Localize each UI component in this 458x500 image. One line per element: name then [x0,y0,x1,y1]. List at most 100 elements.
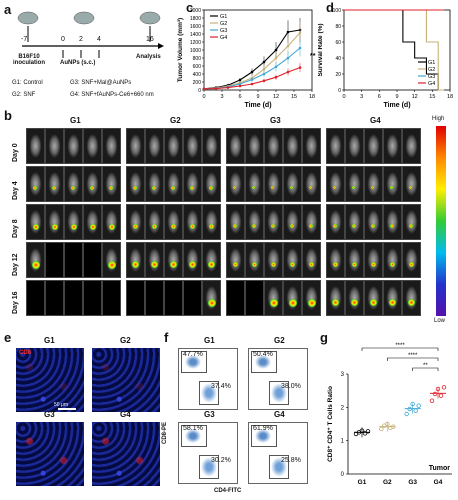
fluorescence-spot [371,224,375,228]
cd4-percentage: 30.2% [211,457,231,464]
mouse-image [283,166,302,202]
fluorescence-spot [332,299,339,306]
fluorescence-spot [409,224,413,228]
mouse-image [45,242,64,278]
fluorescence-spot [308,223,314,229]
mouse-image [83,280,102,316]
y-tick-label: 2 [341,405,345,411]
mouse-image [164,204,183,240]
x-tick-label: 0 [202,94,205,100]
fluorescence-spot [370,299,377,306]
legend-g1: G1: Control [12,80,43,86]
mouse-image [345,128,364,164]
x-tick-label: 3 [220,94,223,100]
mouse-image [364,128,383,164]
mouse-image [364,166,383,202]
x-tick-label: 15 [429,94,435,100]
significance-bracket [361,347,439,351]
y-tick-label: 20 [335,72,341,78]
mouse-image [402,166,421,202]
flow-grid: G1 47.7% 37.4% G2 50.4% 38.0% G3 58.1% 30.2% G4 61… [172,330,312,498]
gate-cd8 [251,425,277,447]
fluorescence-spot [352,186,355,189]
fluorescence-spot [332,261,338,267]
fluorescence-spot [132,261,139,268]
fluorescence-spot [189,223,195,229]
cell-cluster [185,355,201,369]
mouse-image [226,280,245,316]
fluorescence-spot [289,223,295,229]
mouse-image [164,166,183,202]
x-tick-label: 0 [342,94,345,100]
mouse-image [126,166,145,202]
day-row-label: Day 16 [12,291,19,314]
mouse-image [302,128,321,164]
if-group-label: G4 [120,410,131,419]
y-tick-label: 2000 [190,8,201,14]
gate-cd4 [199,455,219,479]
mouse-image [102,204,121,240]
if-group-label: G2 [120,336,131,345]
gate-cd4 [269,455,289,479]
fluorescence-spot [151,261,158,268]
colorbar-high-label: High [432,116,445,122]
data-point [365,429,371,434]
if-group-label: G1 [44,336,55,345]
mouse-image [283,280,302,316]
if-image [92,348,160,412]
y-tick-label: 0 [338,88,341,94]
mouse-image [302,242,321,278]
mouse-image [364,280,383,316]
fluorescence-spot [32,185,38,191]
fluorescence-spot [251,223,257,229]
fluorescence-spot [390,224,394,228]
fluorescence-spot [209,186,213,190]
mouse-image [264,280,283,316]
flow-group-label: G4 [274,410,285,419]
significance-bracket [387,357,439,361]
y-tick-label: 1600 [190,24,201,30]
fluorescence-spot [409,186,412,189]
y-tick-label: 0 [341,472,345,478]
fluorescence-spot [170,261,177,268]
cd4-percentage: 25.8% [281,457,301,464]
fluorescence-spot [232,223,238,229]
data-point [250,82,254,86]
mouse-image [383,242,402,278]
data-point [286,56,290,60]
day-row-label: Day 12 [12,253,19,276]
mouse-image [345,280,364,316]
mouse-image [145,280,164,316]
mouse-image [126,204,145,240]
x-tick-label: 9 [395,94,398,100]
timepoint-label: 0 [61,36,65,43]
mouse-image [26,128,45,164]
y-tick-label: 1000 [190,48,201,54]
day-row-label: Day 0 [12,143,19,162]
data-point [429,398,435,403]
inoculation-label: B16F10 inoculation [13,54,45,66]
mouse-image [202,128,221,164]
mouse-image [45,280,64,316]
mouse-image [183,280,202,316]
cd4-percentage: 38.0% [281,383,301,390]
significance-bracket [412,367,439,371]
mouse-image [202,166,221,202]
mouse-image [26,166,45,202]
flow-group-label: G2 [274,336,285,345]
x-axis-label: Time (d) [383,102,410,109]
scalebar [58,408,76,410]
fluorescence-spot [151,223,157,229]
data-point [262,79,266,83]
y-tick-label: 1 [341,439,345,445]
data-point [202,87,206,91]
mouse-image [326,204,345,240]
mouse-image [202,280,221,316]
mouse-image [102,128,121,164]
mouse-image [245,166,264,202]
mouse-image [64,280,83,316]
y-tick-label: 80 [335,24,341,30]
y-tick-label: 400 [193,72,202,78]
fluorescence-spot [351,299,358,306]
x-tick-label: G3 [408,479,417,486]
